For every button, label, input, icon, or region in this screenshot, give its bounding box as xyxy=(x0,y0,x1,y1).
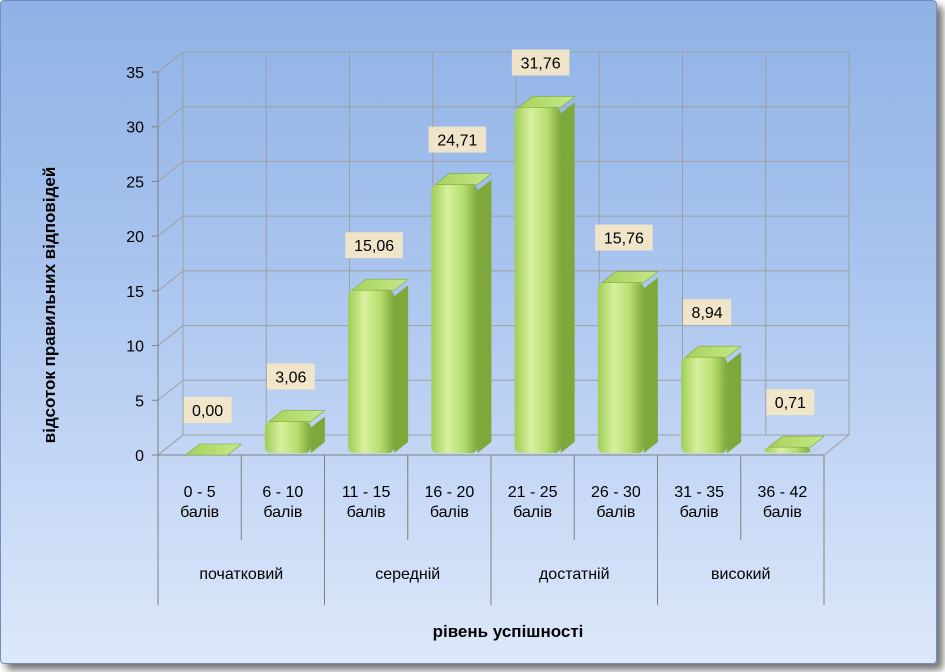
data-label-box xyxy=(345,232,403,259)
bar-front xyxy=(681,357,728,453)
y-tick-label: 25 xyxy=(126,174,144,191)
bar-top xyxy=(435,173,492,185)
bars xyxy=(185,96,825,456)
data-label-box xyxy=(766,389,815,416)
bar xyxy=(597,271,659,453)
bar-front xyxy=(431,184,478,454)
category-table: 0 - 5 балів 6 - 10 балів 11 - 15 балів 16 - 20… xyxy=(157,454,825,605)
bar-front xyxy=(597,282,644,453)
category-label: 11 - 15 балів xyxy=(342,484,391,521)
axes: 0 5 10 15 20 25 30 35 xyxy=(126,65,159,465)
side-gridline xyxy=(157,51,184,73)
y-tick-label: 35 xyxy=(126,65,144,82)
group-label: середній xyxy=(375,566,440,583)
bar-top xyxy=(185,443,242,456)
side-gridline xyxy=(157,270,184,292)
bar-side xyxy=(394,285,409,453)
bar-top xyxy=(768,435,825,448)
data-label: 0,00 xyxy=(192,403,223,420)
bar-top xyxy=(684,345,742,358)
category-label: 0 - 5 балів xyxy=(180,484,219,521)
side-gridline xyxy=(157,161,184,182)
bar-front xyxy=(264,421,311,453)
data-label: 15,76 xyxy=(604,231,644,248)
data-label: 15,06 xyxy=(354,238,394,255)
data-label: 3,06 xyxy=(275,370,306,387)
category-label: 31 - 35 балів xyxy=(674,484,724,521)
y-tick-label: 0 xyxy=(135,448,144,465)
bar-side xyxy=(477,179,492,454)
bar-side xyxy=(560,102,575,453)
bar-side xyxy=(810,442,825,454)
bar xyxy=(185,443,242,456)
bar-front xyxy=(348,290,395,453)
bar-side xyxy=(727,352,742,453)
y-tick-label: 5 xyxy=(135,393,144,410)
data-label: 24,71 xyxy=(437,133,477,150)
group-label: високий xyxy=(711,566,770,583)
side-gridline xyxy=(157,106,184,128)
category-label: 21 - 25 балів xyxy=(508,484,558,521)
data-label-box xyxy=(511,49,570,76)
bar xyxy=(681,345,742,453)
bar xyxy=(264,410,326,453)
data-label: 31,76 xyxy=(521,55,561,72)
bar xyxy=(431,173,492,454)
bar xyxy=(514,96,575,453)
bar-front xyxy=(514,107,561,453)
data-label: 0,71 xyxy=(775,395,806,412)
data-label: 8,94 xyxy=(692,305,723,322)
data-label-box xyxy=(183,397,232,423)
y-tick-label: 10 xyxy=(126,339,144,356)
bar-side xyxy=(310,416,325,453)
x-axis-title: рівень успішності xyxy=(433,622,584,641)
data-label-box xyxy=(266,363,315,390)
side-gridline xyxy=(157,325,184,346)
bar-side xyxy=(643,277,658,453)
y-tick-label: 30 xyxy=(126,120,144,137)
group-label: початковий xyxy=(199,566,283,583)
bar-front xyxy=(764,447,811,453)
bar-top xyxy=(601,271,659,283)
data-label-box xyxy=(683,299,732,326)
category-label: 26 - 30 балів xyxy=(591,484,641,521)
side-gridline xyxy=(157,215,184,237)
floor xyxy=(156,434,851,456)
data-labels: 0,00 3,06 15,06 24,71 31,76 15,76 8,94 0,71 xyxy=(183,49,815,423)
data-label-box xyxy=(595,224,653,251)
gridlines xyxy=(156,51,851,456)
category-label: 16 - 20 балів xyxy=(424,484,474,521)
side-gridline xyxy=(157,379,184,401)
data-label-box xyxy=(428,126,487,153)
category-label: 6 - 10 балів xyxy=(262,484,303,521)
y-axis-title: відсоток правильних відповідей xyxy=(40,167,59,444)
y-tick-label: 20 xyxy=(126,229,144,246)
y-tick-label: 15 xyxy=(126,284,144,301)
category-label: 36 - 42 балів xyxy=(757,484,807,521)
bar xyxy=(764,435,825,454)
bar xyxy=(348,278,409,453)
bar-top xyxy=(268,410,326,422)
bar-top xyxy=(351,278,409,291)
group-label: достатній xyxy=(539,566,610,583)
bar-top xyxy=(518,96,575,108)
